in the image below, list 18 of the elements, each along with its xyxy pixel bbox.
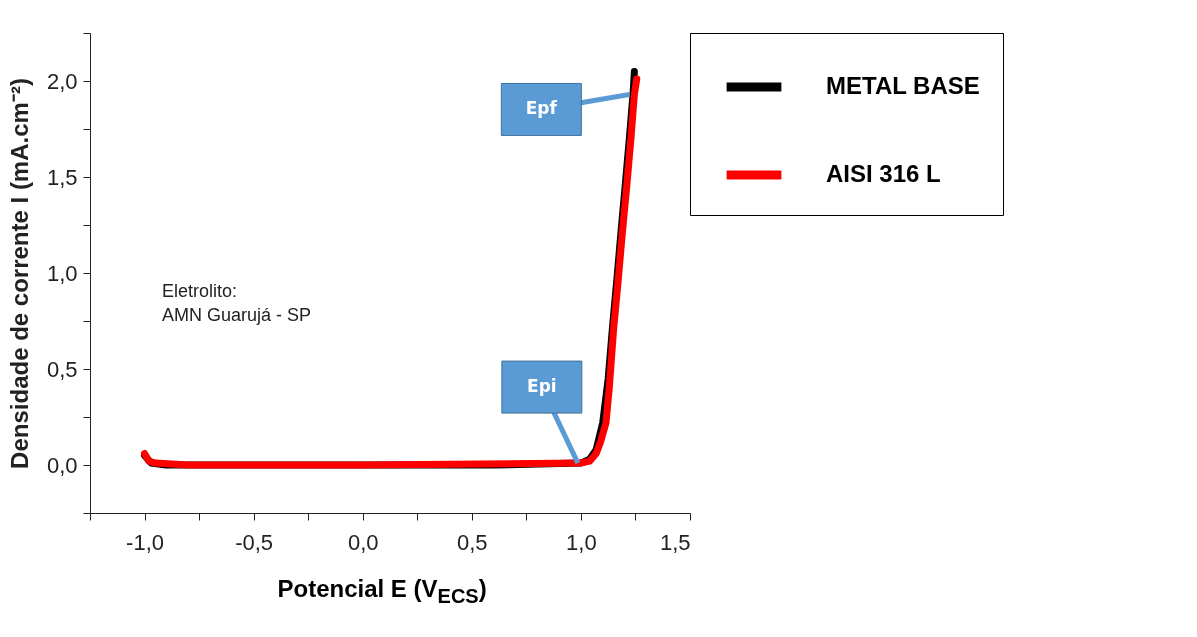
- y-tick-label: 1,5: [46, 164, 78, 190]
- legend-label: AISI 316 L: [826, 160, 941, 187]
- x-axis-title: Potencial E (V$_{ECS}$): [277, 575, 487, 608]
- y-tick-label: 1,0: [46, 260, 78, 286]
- y-tick-label: 2,0: [46, 68, 78, 94]
- x-tick-label: -0,5: [235, 529, 274, 555]
- x-tick-label: 0,0: [347, 529, 379, 555]
- annotation: Epf: [525, 98, 558, 119]
- x-tick-label: 1,5: [659, 529, 691, 555]
- annotation: Eletrolito: AMN Guarujá - SP: [162, 281, 312, 325]
- y-tick-label: 0,5: [46, 356, 78, 382]
- annotation: Epi: [527, 376, 557, 397]
- legend-label: METAL BASE: [826, 72, 980, 99]
- y-axis-title: Densidade de corrente I (mA.cm⁻²): [5, 78, 33, 469]
- x-tick-label: 0,5: [457, 529, 488, 555]
- x-tick-label: 1,0: [566, 529, 597, 555]
- x-tick-label: -1,0: [126, 529, 165, 555]
- y-tick-label: 0,0: [46, 452, 78, 478]
